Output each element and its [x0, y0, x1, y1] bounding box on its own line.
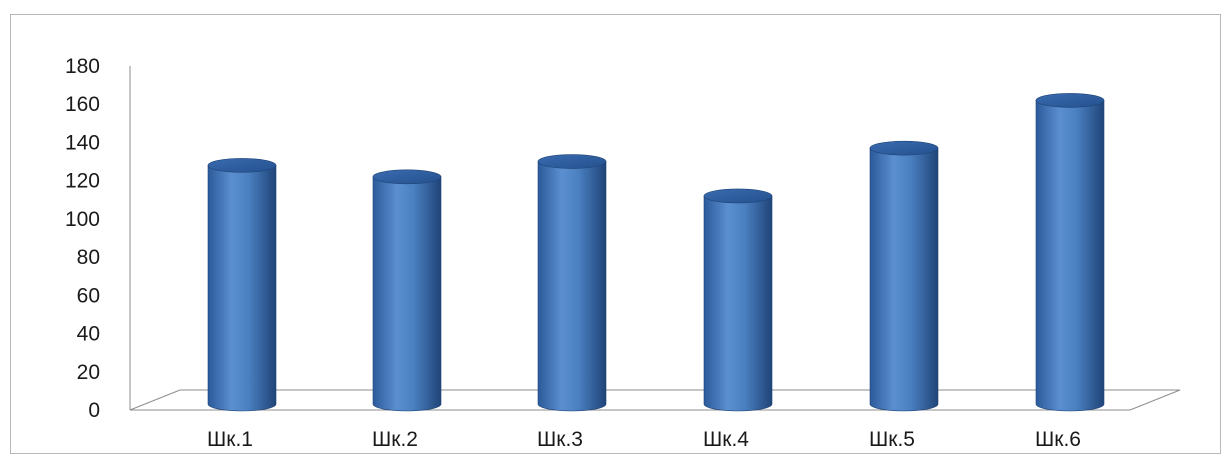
bar-top [869, 140, 939, 156]
bar-top [207, 158, 277, 173]
x-category-label: Шк.6 [1035, 428, 1081, 451]
bar-top [1035, 93, 1105, 108]
bar [537, 154, 607, 412]
axis-layer: 0 20 40 60 80 100 120 140 160 180 [65, 55, 131, 422]
bar [869, 140, 939, 412]
bar-top [703, 188, 773, 204]
y-tick-label: 120 [65, 170, 100, 193]
bar-body [1035, 100, 1105, 412]
bar-body [207, 165, 277, 412]
bar [703, 188, 773, 412]
chart-floor-plane [129, 389, 1181, 411]
x-category-label: Шк.1 [207, 428, 253, 451]
y-tick-label: 60 [77, 284, 100, 307]
bar-body [869, 147, 939, 412]
chart-floor [129, 389, 1181, 411]
bar [207, 158, 277, 412]
bar-body [537, 161, 607, 412]
x-category-label: Шк.2 [372, 428, 418, 451]
bar [372, 169, 442, 412]
y-tick-label: 140 [65, 131, 100, 154]
y-tick-label: 100 [65, 208, 100, 231]
y-tick-label: 180 [65, 55, 100, 78]
x-category-label: Шк.5 [869, 428, 915, 451]
x-category-label: Шк.3 [537, 428, 583, 451]
bar-body [372, 176, 442, 412]
y-tick-label: 20 [77, 361, 100, 384]
labels-layer: Шк.1 Шк.2 Шк.3 Шк.4 Шк.5 Шк.6 [207, 428, 1081, 451]
y-tick-label: 160 [65, 93, 100, 116]
bar-body [703, 195, 773, 412]
y-tick-label: 0 [88, 399, 100, 422]
y-tick-label: 40 [77, 323, 100, 346]
bar [1035, 93, 1105, 412]
bars-layer [207, 93, 1105, 412]
x-category-label: Шк.4 [703, 428, 749, 451]
bar-top [372, 169, 442, 185]
y-tick-label: 80 [77, 246, 100, 269]
bar-top [537, 154, 607, 169]
